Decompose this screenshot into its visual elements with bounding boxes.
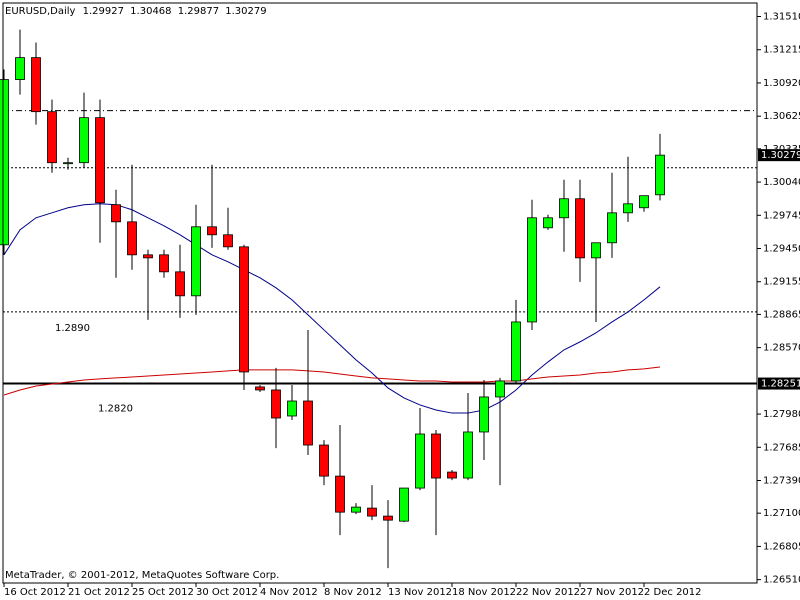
y-tick-label: 1.28865 (763, 309, 800, 320)
plot-area: 1.2890 1.2820 (0, 29, 757, 569)
y-tick-label: 1.30040 (763, 177, 800, 188)
candle-body (127, 221, 137, 256)
candle-body (447, 471, 457, 479)
candle-body (367, 507, 377, 517)
candle-body (431, 433, 441, 479)
candle-body (223, 234, 233, 248)
candle-body (623, 203, 633, 214)
candle-body (95, 117, 105, 204)
candle-body (559, 198, 569, 219)
candle-body (31, 57, 41, 113)
candle-body (351, 506, 361, 513)
price-box-label: 1.30279 (761, 150, 800, 161)
candle-body (607, 212, 617, 244)
y-tick-label: 1.27100 (763, 508, 800, 519)
line-label: 1.2820 (98, 404, 133, 415)
candle-body (271, 389, 281, 419)
candle-body (543, 217, 553, 229)
candle-body (255, 386, 265, 391)
y-tick-label: 1.27685 (763, 442, 800, 453)
symbol: EURUSD,Daily (5, 6, 76, 17)
header: EURUSD,Daily 1.29927 1.30468 1.29877 1.3… (5, 6, 267, 17)
x-tick-label: 16 Oct 2012 (4, 587, 66, 598)
candle-body (111, 204, 121, 223)
y-tick-label: 1.30920 (763, 78, 800, 89)
x-tick-label: 13 Nov 2012 (388, 587, 452, 598)
open: 1.29927 (83, 6, 124, 17)
y-tick-label: 1.26510 (763, 575, 800, 586)
price-box (758, 377, 800, 390)
x-tick-label: 2 Dec 2012 (644, 587, 702, 598)
candle-body (47, 111, 57, 164)
x-tick-label: 8 Nov 2012 (324, 587, 382, 598)
candle-body (0, 79, 9, 246)
candle-body (319, 444, 329, 477)
y-tick-label: 1.29745 (763, 210, 800, 221)
candle-body (159, 254, 169, 273)
candle-body (575, 198, 585, 259)
x-tick-label: 22 Nov 2012 (516, 587, 580, 598)
candle-body (639, 195, 649, 209)
low: 1.29877 (178, 6, 219, 17)
x-tick-label: 18 Nov 2012 (452, 587, 516, 598)
candle-body (239, 246, 249, 373)
candle-body (79, 117, 89, 164)
y-tick-label: 1.31510 (763, 12, 800, 23)
candle-body (143, 254, 153, 259)
candle-body (655, 154, 665, 196)
candle-body (303, 400, 313, 446)
y-tick-label: 1.29155 (763, 277, 800, 288)
y-tick-label: 1.27980 (763, 409, 800, 420)
x-tick-label: 27 Nov 2012 (580, 587, 644, 598)
plot-frame (2, 2, 758, 584)
candle-body (335, 475, 345, 513)
candle-body (527, 217, 537, 323)
y-tick-label: 1.27390 (763, 476, 800, 487)
x-tick-label: 30 Oct 2012 (196, 587, 258, 598)
line-label: 1.2890 (55, 323, 90, 334)
candle-body (207, 226, 217, 236)
footer: MetaTrader, © 2001-2012, MetaQuotes Soft… (5, 570, 279, 581)
y-tick-label: 1.28570 (763, 343, 800, 354)
price-box (758, 149, 800, 162)
candle-body (591, 242, 601, 259)
candle-body (399, 487, 409, 522)
close: 1.30279 (225, 6, 266, 17)
candle-body (495, 380, 505, 398)
x-tick-label: 4 Nov 2012 (260, 587, 318, 598)
candle-body (463, 431, 473, 479)
candle-body (175, 271, 185, 297)
candle-body (511, 321, 521, 382)
y-tick-label: 1.26805 (763, 541, 800, 552)
price-box-label: 1.28251 (761, 379, 800, 390)
moving-average (3, 366, 661, 396)
candle-body (415, 433, 425, 489)
y-tick-label: 1.31215 (763, 45, 800, 56)
high: 1.30468 (130, 6, 171, 17)
candle-body (479, 396, 489, 433)
candle-body (287, 400, 297, 417)
x-tick-label: 21 Oct 2012 (68, 587, 130, 598)
y-tick-label: 1.30625 (763, 111, 800, 122)
candle-body (63, 162, 73, 165)
candle-body (191, 226, 201, 297)
y-tick-label: 1.29450 (763, 244, 800, 255)
x-tick-label: 25 Oct 2012 (132, 587, 194, 598)
candle-body (383, 515, 393, 521)
candle-body (15, 57, 25, 80)
